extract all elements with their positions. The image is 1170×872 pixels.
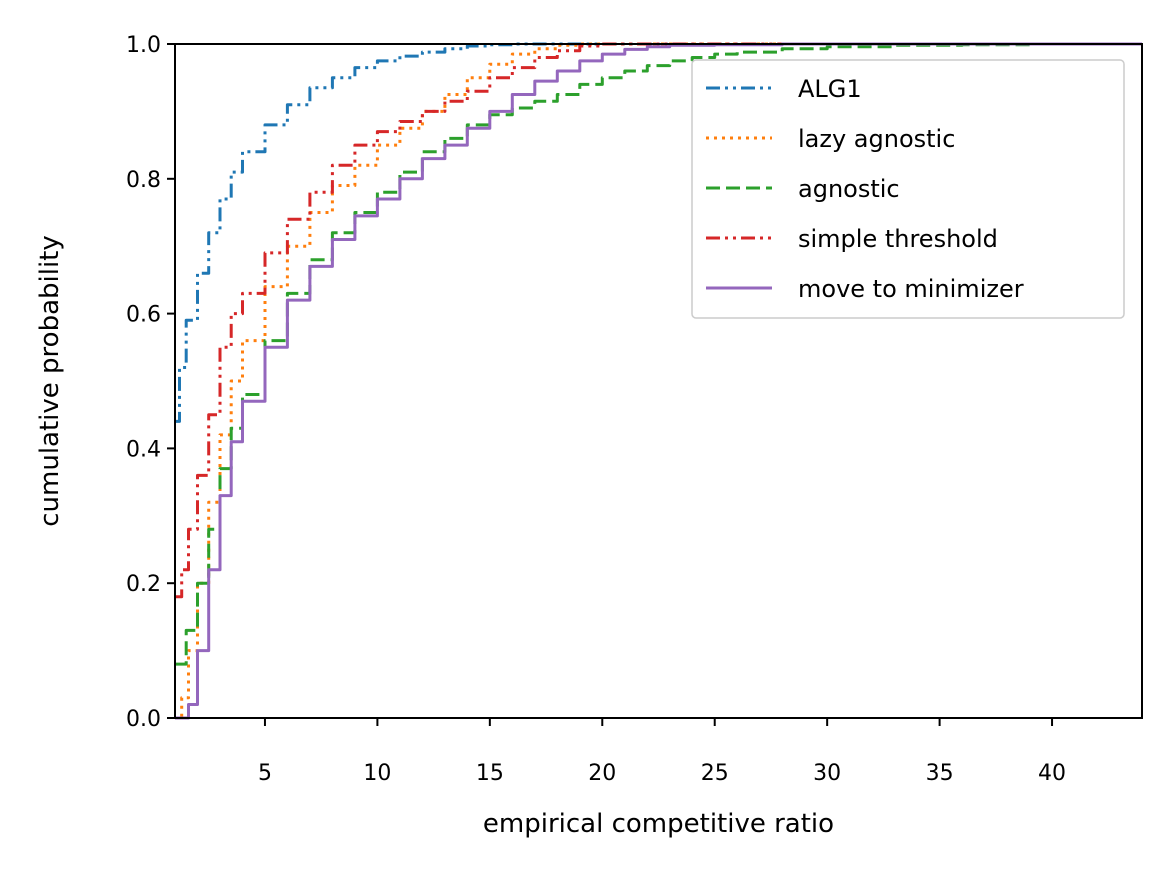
legend-label-simple-threshold: simple threshold	[798, 225, 998, 253]
series-line-lazy-agnostic	[175, 42, 1142, 720]
legend-box	[691, 59, 1125, 319]
y-tick-label: 0.4	[126, 437, 161, 462]
series-line-move-to-minimizer	[175, 42, 1142, 720]
legend-label-agnostic: agnostic	[798, 175, 900, 203]
legend-label-alg1: ALG1	[798, 75, 862, 103]
x-tick-label: 40	[1038, 761, 1066, 786]
y-tick-label: 1.0	[126, 33, 161, 58]
x-axis-ticks: 5 10 15 20 25 30 35 40	[258, 718, 1066, 786]
x-axis-label: empirical competitive ratio	[483, 809, 834, 839]
x-tick-label: 10	[363, 761, 391, 786]
x-tick-label: 15	[476, 761, 504, 786]
y-axis-ticks: 0.0 0.2 0.4 0.6 0.8 1.0	[126, 33, 175, 732]
x-tick-label: 30	[813, 761, 841, 786]
plot-frame	[174, 43, 1143, 719]
x-tick-label: 25	[701, 761, 729, 786]
y-axis-label: cumulative probability	[35, 235, 65, 527]
x-tick-label: 35	[926, 761, 954, 786]
legend-label-lazy-agnostic: lazy agnostic	[798, 125, 955, 153]
x-tick-label: 20	[588, 761, 616, 786]
legend: ALG1 lazy agnostic agnostic simple threshol…	[691, 59, 1125, 319]
y-tick-label: 0.2	[126, 572, 161, 597]
series-layer	[175, 42, 1142, 720]
y-tick-label: 0.8	[126, 168, 161, 193]
x-tick-label: 5	[258, 761, 272, 786]
y-tick-label: 0.0	[126, 707, 161, 732]
series-line-alg1	[175, 42, 1142, 423]
y-tick-label: 0.6	[126, 303, 161, 328]
legend-label-move-to-minimizer: move to minimizer	[798, 275, 1024, 303]
